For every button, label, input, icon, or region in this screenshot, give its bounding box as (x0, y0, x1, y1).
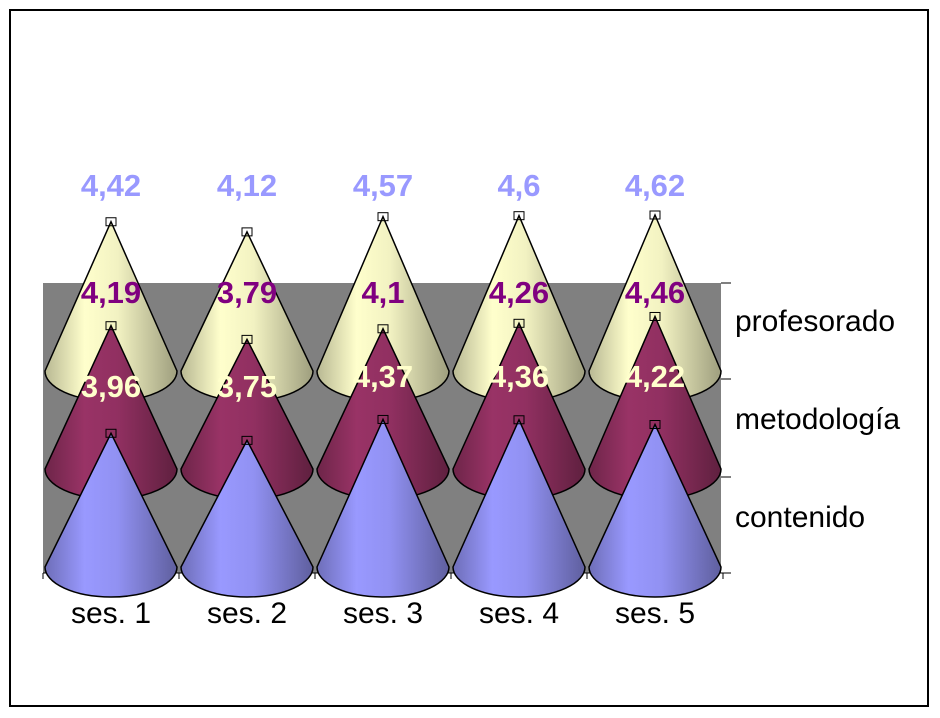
series-label: contenido (735, 501, 865, 534)
cone-mark (588, 422, 722, 598)
cone-mark (44, 431, 178, 598)
data-label: 4,19 (81, 275, 141, 310)
data-label: 4,62 (625, 168, 685, 203)
data-label: 4,12 (217, 168, 277, 203)
data-label: 4,1 (361, 275, 404, 310)
data-label: 3,79 (217, 275, 277, 310)
data-label: 4,46 (625, 275, 685, 310)
category-label: ses. 1 (71, 597, 151, 630)
data-label: 3,75 (217, 369, 277, 404)
data-label: 4,42 (81, 168, 141, 203)
apex-marker (105, 321, 117, 331)
chart-frame: ses. 1 ses. 2 ses. 3 ses. 4 ses. 5 contenido m… (9, 9, 929, 707)
apex-marker (377, 324, 389, 334)
axes: ses. 1 ses. 2 ses. 3 ses. 4 ses. 5 contenido m… (42, 282, 900, 630)
apex-marker (513, 211, 525, 221)
category-label: ses. 4 (479, 597, 559, 630)
apex-marker (649, 420, 661, 430)
data-label: 4,37 (353, 359, 413, 394)
category-label: ses. 2 (207, 597, 287, 630)
apex-marker (377, 414, 389, 424)
data-label: 4,26 (489, 275, 549, 310)
data-label: 4,36 (489, 359, 549, 394)
series-label: metodología (735, 403, 900, 436)
apex-marker (241, 334, 253, 344)
apex-marker (377, 212, 389, 222)
apex-marker (241, 435, 253, 445)
apex-marker (513, 415, 525, 425)
apex-marker (105, 428, 117, 438)
cone-mark (180, 438, 314, 598)
category-label: ses. 3 (343, 597, 423, 630)
category-label: ses. 5 (615, 597, 695, 630)
series-label: profesorado (735, 305, 895, 338)
apex-marker (513, 318, 525, 328)
apex-marker (105, 217, 117, 227)
cone-chart: ses. 1 ses. 2 ses. 3 ses. 4 ses. 5 contenido m… (42, 168, 900, 630)
cone-mark (316, 417, 450, 598)
data-label: 4,6 (497, 168, 540, 203)
data-label: 4,22 (625, 359, 685, 394)
data-labels: 3,96 3,75 4,37 4,36 4,22 4,19 3,79 4,1 4,26 4,46 4… (81, 168, 685, 404)
cone-mark (452, 417, 586, 598)
data-label: 4,57 (353, 168, 413, 203)
apex-marker (649, 210, 661, 220)
apex-marker (241, 227, 253, 237)
cones (44, 210, 722, 598)
data-label: 3,96 (81, 369, 141, 404)
apex-marker (649, 311, 661, 321)
